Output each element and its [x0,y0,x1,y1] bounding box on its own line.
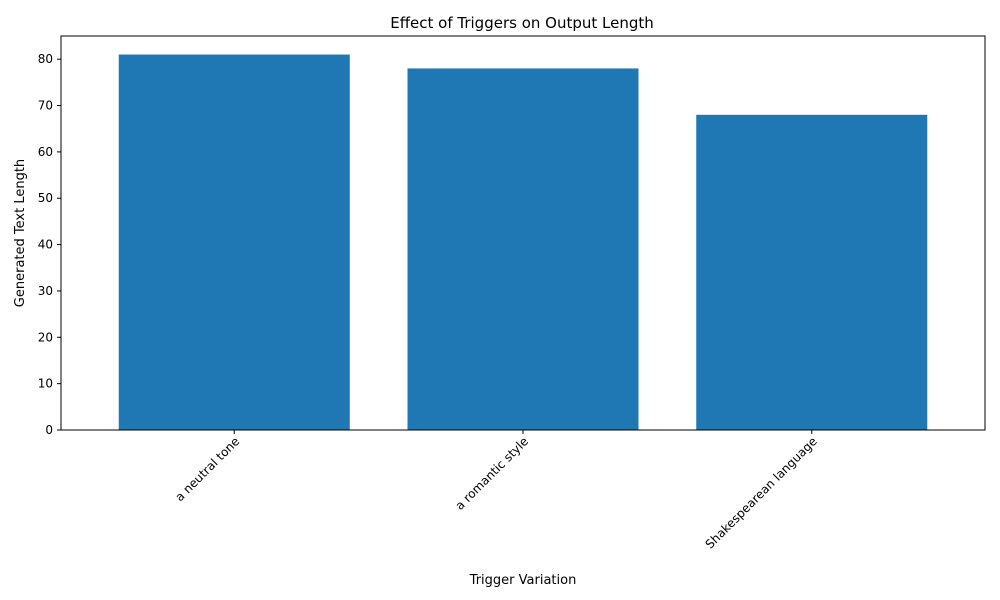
x-axis-label: Trigger Variation [469,573,577,588]
x-tick-label: a romantic style [453,434,532,513]
y-tick-label: 70 [38,99,53,113]
y-tick-label: 40 [38,238,53,252]
y-axis-label: Generated Text Length [13,159,28,307]
bar-2 [407,68,639,431]
y-tick-label: 30 [38,284,53,298]
bar-1 [118,54,350,431]
y-tick-label: 80 [38,52,53,66]
bar-3 [696,114,928,431]
x-tick-label: Shakespearean language [703,434,820,551]
y-tick-label: 10 [38,377,53,391]
bars-group [118,54,928,431]
y-tick-label: 0 [45,423,53,437]
chart-title: Effect of Triggers on Output Length [390,14,654,32]
x-axis-ticks: a neutral tone a romantic style Shakespear… [172,430,820,551]
y-tick-label: 20 [38,330,53,344]
y-axis-ticks: 0 10 20 30 40 50 60 70 80 [38,52,61,437]
y-tick-label: 60 [38,145,53,159]
x-tick-label: a neutral tone [172,434,242,504]
y-tick-label: 50 [38,191,53,205]
plot-frame [60,35,986,431]
